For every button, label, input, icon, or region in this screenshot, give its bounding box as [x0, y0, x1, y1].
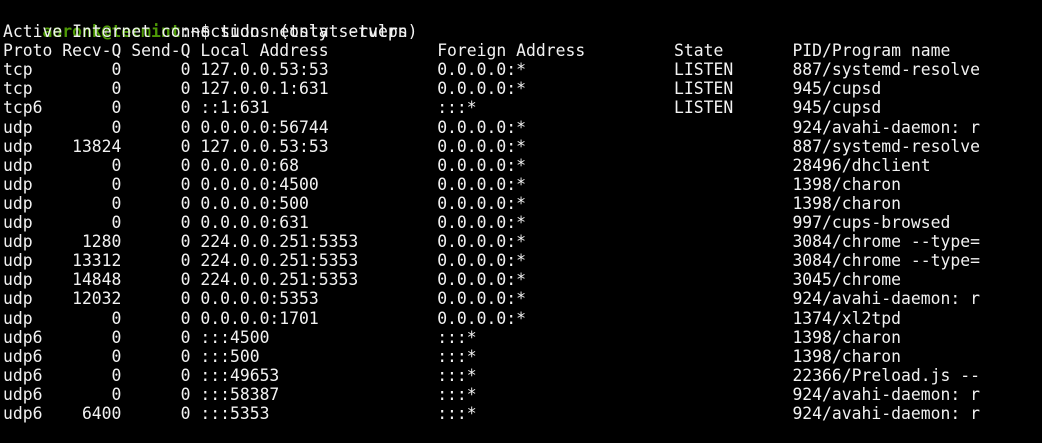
prompt-user-host: aaronk@tecmint	[42, 22, 181, 42]
typed-command: sudo netstat -tulpn	[220, 22, 408, 42]
table-header: Proto Recv-Q Send-Q Local Address Foreig…	[3, 41, 951, 61]
table-row: udp 13824 0 127.0.0.53:53 0.0.0.0:* 887/…	[3, 136, 980, 156]
table-row: tcp 0 0 127.0.0.53:53 0.0.0.0:* LISTEN 8…	[3, 60, 980, 80]
prompt-suffix: :~$	[180, 22, 211, 42]
table-row: udp 13312 0 224.0.0.251:5353 0.0.0.0:* 3…	[3, 251, 980, 271]
table-row: udp6 0 0 :::500 :::* 1398/charon	[3, 346, 901, 366]
table-row: udp 0 0 0.0.0.0:500 0.0.0.0:* 1398/charo…	[3, 193, 901, 213]
table-row: udp6 0 0 :::58387 :::* 924/avahi-daemon:…	[3, 384, 980, 404]
table-row: udp 14848 0 224.0.0.251:5353 0.0.0.0:* 3…	[3, 270, 901, 290]
table-row: udp 1280 0 224.0.0.251:5353 0.0.0.0:* 30…	[3, 232, 980, 252]
table-row: tcp6 0 0 ::1:631 :::* LISTEN 945/cupsd	[3, 98, 882, 118]
table-row: udp 0 0 0.0.0.0:631 0.0.0.0:* 997/cups-b…	[3, 213, 951, 233]
table-row: udp 0 0 0.0.0.0:4500 0.0.0.0:* 1398/char…	[3, 174, 901, 194]
table-row: tcp 0 0 127.0.0.1:631 0.0.0.0:* LISTEN 9…	[3, 79, 882, 99]
table-row: udp 0 0 0.0.0.0:56744 0.0.0.0:* 924/avah…	[3, 117, 980, 137]
table-row: udp6 0 0 :::4500 :::* 1398/charon	[3, 327, 901, 347]
table-row: udp 0 0 0.0.0.0:1701 0.0.0.0:* 1374/xl2t…	[3, 308, 901, 328]
table-row: udp6 6400 0 :::5353 :::* 924/avahi-daemo…	[3, 403, 980, 423]
final-prompt-line: aaronk@tecmint:~$	[3, 423, 1042, 443]
table-row: udp 12032 0 0.0.0.0:5353 0.0.0.0:* 924/a…	[3, 289, 980, 309]
command-line: aaronk@tecmint:~$ sudo netstat -tulpn	[3, 3, 1042, 41]
table-row: udp 0 0 0.0.0.0:68 0.0.0.0:* 28496/dhcli…	[3, 155, 931, 175]
status-line: Active Internet connections (only server…	[3, 22, 418, 42]
netstat-table: Proto Recv-Q Send-Q Local Address Foreig…	[3, 41, 1042, 423]
table-row: udp6 0 0 :::49653 :::* 22366/Preload.js …	[3, 365, 980, 385]
